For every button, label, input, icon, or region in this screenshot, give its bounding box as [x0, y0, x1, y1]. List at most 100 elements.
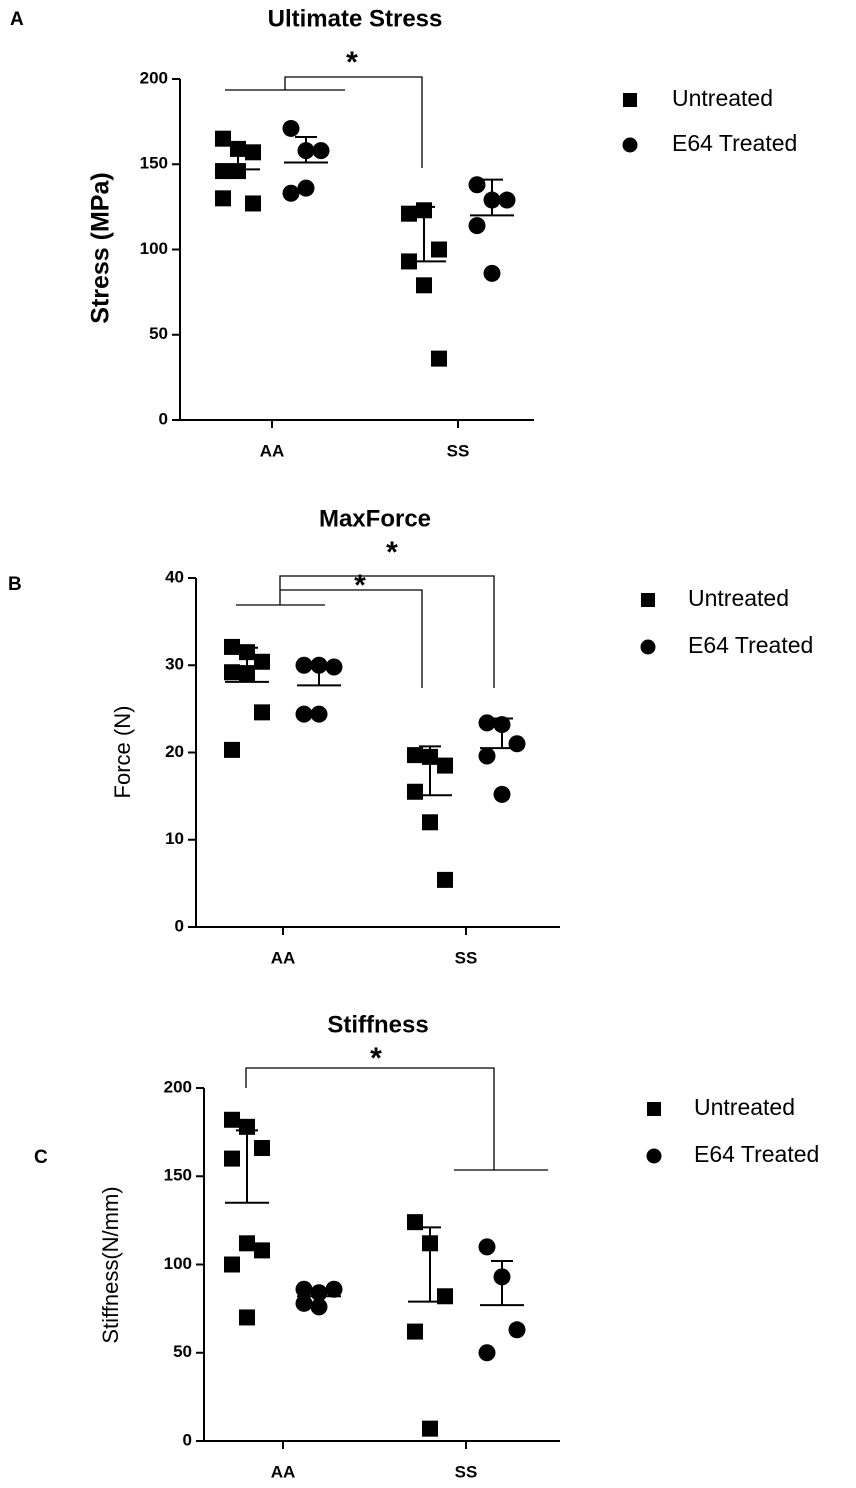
- significance-bracket: [245, 1067, 548, 1171]
- legend-marker: [647, 1102, 661, 1116]
- y-tick-label: 50: [149, 324, 168, 343]
- data-point: [310, 1298, 328, 1316]
- data-point: [295, 1280, 313, 1298]
- y-tick-label: 200: [140, 68, 168, 87]
- chart-title: Stiffness: [327, 1011, 428, 1038]
- error-bar: [419, 1226, 441, 1302]
- data-point: [407, 1323, 423, 1340]
- x-tick-label: SS: [447, 441, 470, 460]
- legend-label: E64 Treated: [672, 130, 797, 156]
- data-point: [401, 205, 417, 222]
- data-point: [245, 144, 261, 161]
- panel-label: C: [34, 1147, 48, 1168]
- data-point: [493, 785, 511, 803]
- significance-bracket: [236, 575, 495, 688]
- data-point: [468, 217, 486, 235]
- x-tick-label: AA: [260, 441, 285, 460]
- data-point: [224, 1111, 240, 1128]
- data-point: [297, 179, 315, 197]
- x-tick-label: SS: [455, 1462, 478, 1481]
- data-point: [282, 184, 300, 202]
- data-point: [483, 264, 501, 282]
- y-tick-label: 150: [140, 154, 168, 173]
- data-point: [254, 653, 270, 670]
- error-bar: [295, 135, 317, 163]
- data-point: [478, 714, 496, 732]
- data-point: [416, 277, 432, 294]
- error-bar: [236, 646, 258, 682]
- y-tick-label: 200: [164, 1077, 192, 1096]
- error-bar: [236, 1129, 258, 1203]
- y-tick-label: 10: [165, 829, 184, 848]
- data-point: [224, 664, 240, 681]
- data-point: [224, 638, 240, 655]
- data-point: [508, 1321, 526, 1339]
- data-point: [431, 350, 447, 367]
- legend-label: E64 Treated: [694, 1141, 819, 1167]
- significance-bracket: [225, 76, 423, 168]
- data-point: [437, 757, 453, 774]
- data-point: [239, 1235, 255, 1252]
- error-bar: [491, 1259, 513, 1306]
- y-axis-label: Force (N): [110, 706, 135, 799]
- error-bar: [481, 178, 503, 216]
- data-point: [254, 704, 270, 721]
- x-tick-label: AA: [271, 1462, 296, 1481]
- y-tick-label: 0: [159, 409, 168, 428]
- data-point: [478, 1344, 496, 1362]
- data-point: [478, 747, 496, 765]
- data-point: [312, 142, 330, 160]
- legend-label: E64 Treated: [688, 632, 813, 658]
- error-bar: [413, 205, 435, 262]
- data-point: [215, 163, 231, 180]
- legend-marker: [641, 593, 655, 607]
- data-point: [245, 195, 261, 212]
- error-bar: [227, 144, 249, 170]
- data-point: [325, 1280, 343, 1298]
- data-point: [437, 871, 453, 888]
- significance-star: *: [354, 569, 366, 602]
- data-point: [215, 190, 231, 207]
- data-point: [422, 814, 438, 831]
- y-tick-label: 0: [175, 916, 184, 935]
- data-point: [295, 1294, 313, 1312]
- y-axis-label: Stiffness(N/mm): [98, 1186, 123, 1343]
- data-point: [431, 241, 447, 258]
- data-point: [437, 1288, 453, 1305]
- data-point: [254, 1140, 270, 1157]
- error-bar: [308, 1288, 330, 1297]
- data-point: [239, 1309, 255, 1326]
- x-tick-label: AA: [271, 948, 296, 967]
- data-point: [498, 191, 516, 209]
- y-axis-label: Stress (MPa): [87, 172, 115, 323]
- y-tick-label: 150: [164, 1166, 192, 1185]
- chart-title: MaxForce: [319, 505, 431, 532]
- data-point: [224, 741, 240, 758]
- x-tick-label: SS: [455, 948, 478, 967]
- legend-label: Untreated: [688, 585, 789, 611]
- legend-label: Untreated: [694, 1094, 795, 1120]
- data-point: [310, 705, 328, 723]
- legend-marker: [646, 1148, 662, 1164]
- chart-title: Ultimate Stress: [268, 5, 443, 32]
- data-point: [230, 163, 246, 180]
- data-point: [295, 705, 313, 723]
- data-point: [215, 130, 231, 147]
- error-bar: [491, 717, 513, 749]
- panel-label: A: [10, 9, 24, 30]
- data-point: [224, 1256, 240, 1273]
- y-tick-label: 0: [183, 1430, 192, 1449]
- y-tick-label: 40: [165, 567, 184, 586]
- data-point: [282, 119, 300, 137]
- error-bar: [419, 745, 441, 796]
- y-tick-label: 100: [164, 1254, 192, 1273]
- data-point: [478, 1238, 496, 1256]
- data-point: [407, 783, 423, 800]
- legend-marker: [622, 137, 638, 153]
- data-point: [407, 747, 423, 764]
- y-tick-label: 50: [173, 1342, 192, 1361]
- legend-label: Untreated: [672, 85, 773, 111]
- data-point: [325, 658, 343, 676]
- legend-marker: [640, 639, 656, 655]
